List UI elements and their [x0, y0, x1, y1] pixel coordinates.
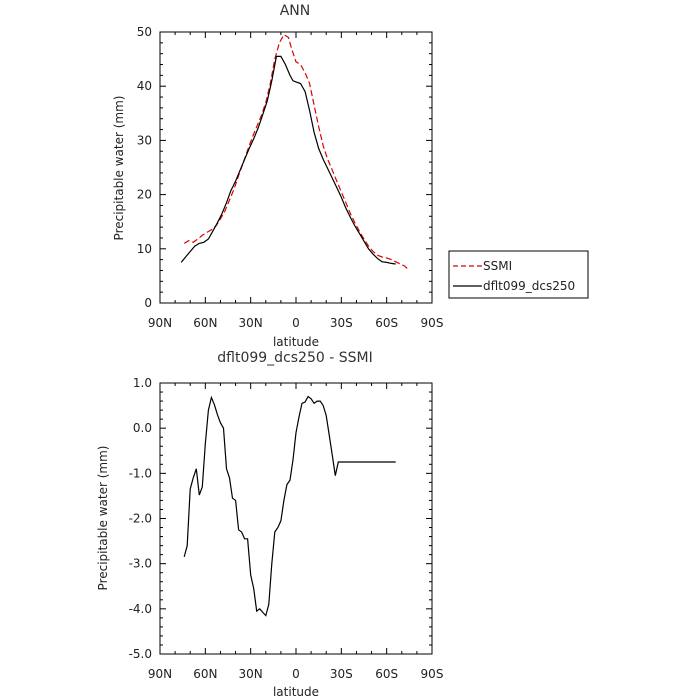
series-lines — [183, 395, 396, 617]
x-tick-label: 30N — [239, 316, 263, 330]
x-tick-label: 30N — [239, 667, 263, 681]
plot-frame — [159, 382, 433, 655]
x-tick-label: 90N — [148, 316, 172, 330]
x-tick-label: 90S — [421, 667, 444, 681]
series-line-dflt099-dcs250 — [180, 55, 396, 265]
ann-chart: ANN 0 10 20 30 40 50 90N 60N 30N 0 30S 60S 90S Prec… — [112, 3, 443, 349]
x-tick-label: 60S — [375, 667, 398, 681]
y-tick-label: -5.0 — [129, 647, 152, 661]
y-tick-label: 10 — [137, 242, 152, 256]
y-tick-label: -1.0 — [129, 466, 152, 480]
x-axis-ticks: 90N 60N 30N 0 30S 60S 90S — [148, 383, 444, 681]
legend-label-ssmi: SSMI — [483, 259, 512, 273]
x-tick-label: 90N — [148, 667, 172, 681]
legend: SSMI dflt099_dcs250 — [448, 250, 589, 299]
plot-frame — [159, 31, 433, 304]
y-tick-label: 40 — [137, 79, 152, 93]
y-tick-label: 1.0 — [133, 376, 152, 390]
y-tick-label: -2.0 — [129, 512, 152, 526]
x-tick-label: 30S — [330, 316, 353, 330]
series-line-ssmi — [183, 33, 410, 271]
y-tick-label: 30 — [137, 133, 152, 147]
x-axis-ticks: 90N 60N 30N 0 30S 60S 90S — [148, 32, 444, 330]
y-axis-label: Precipitable water (mm) — [96, 446, 110, 591]
x-axis-label: latitude — [273, 335, 319, 349]
y-axis-ticks: -5.0 -4.0 -3.0 -2.0 -1.0 0.0 1.0 — [129, 376, 432, 661]
y-tick-label: 0 — [144, 296, 152, 310]
x-axis-label: latitude — [273, 685, 319, 699]
y-tick-label: -4.0 — [129, 602, 152, 616]
x-tick-label: 30S — [330, 667, 353, 681]
y-tick-label: 50 — [137, 25, 152, 39]
legend-label-model: dflt099_dcs250 — [483, 279, 575, 293]
chart-title: ANN — [280, 3, 311, 19]
x-tick-label: 60N — [193, 667, 217, 681]
series-lines — [180, 33, 410, 271]
y-tick-label: 20 — [137, 188, 152, 202]
y-tick-label: 0.0 — [133, 421, 152, 435]
y-axis-ticks: 0 10 20 30 40 50 — [137, 25, 432, 310]
y-tick-label: -3.0 — [129, 557, 152, 571]
series-line-difference — [183, 395, 396, 617]
x-tick-label: 0 — [292, 316, 300, 330]
x-tick-label: 60N — [193, 316, 217, 330]
y-axis-label: Precipitable water (mm) — [112, 96, 126, 241]
chart-title: dflt099_dcs250 - SSMI — [217, 350, 372, 366]
x-tick-label: 60S — [375, 316, 398, 330]
legend-box — [448, 250, 589, 299]
x-tick-label: 0 — [292, 667, 300, 681]
x-tick-label: 90S — [421, 316, 444, 330]
difference-chart: dflt099_dcs250 - SSMI -5.0 -4.0 -3.0 -2.0 -1… — [96, 350, 443, 699]
